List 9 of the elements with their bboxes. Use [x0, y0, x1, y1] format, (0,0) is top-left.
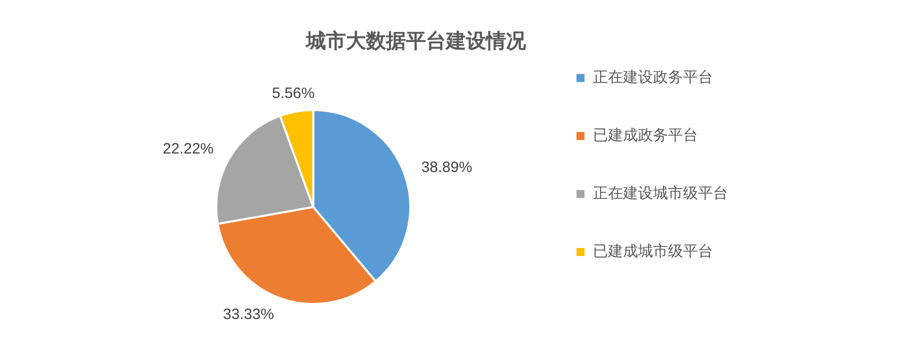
- legend-label: 已建成城市级平台: [593, 243, 713, 260]
- legend-label: 正在建设政务平台: [593, 69, 713, 86]
- legend-label: 已建成政务平台: [593, 127, 698, 144]
- chart-title: 城市大数据平台建设情况: [305, 30, 527, 53]
- data-label: 22.22%: [162, 140, 214, 158]
- data-label: 33.33%: [223, 306, 274, 324]
- data-label: 5.56%: [272, 84, 315, 102]
- legend-label: 正在建设城市级平台: [593, 185, 728, 202]
- data-label: 38.89%: [421, 158, 472, 176]
